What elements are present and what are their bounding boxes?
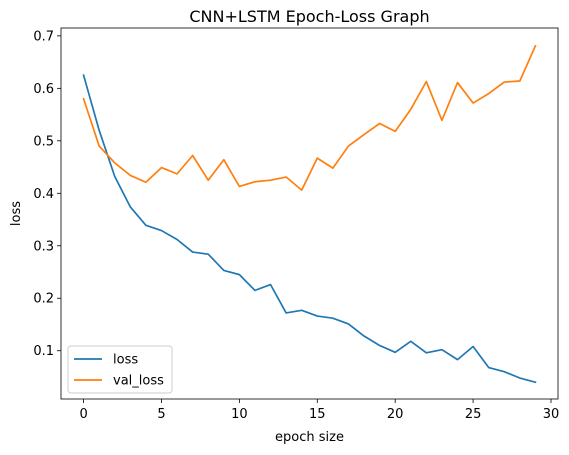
plot-frame <box>60 27 559 400</box>
legend-label: val_loss <box>113 374 164 389</box>
x-tick-label: 0 <box>79 407 87 422</box>
legend-label: loss <box>113 353 138 368</box>
chart-title: CNN+LSTM Epoch-Loss Graph <box>189 7 429 26</box>
y-tick-label: 0.1 <box>33 344 54 359</box>
y-tick-label: 0.6 <box>33 82 54 97</box>
y-tick-label: 0.7 <box>33 29 54 44</box>
legend-box <box>67 345 173 394</box>
y-axis: 0.1 0.2 0.3 0.4 0.5 0.6 0.7 <box>33 29 61 359</box>
y-tick-label: 0.5 <box>33 134 54 149</box>
y-tick-label: 0.4 <box>33 187 54 202</box>
x-tick-label: 25 <box>465 407 482 422</box>
x-tick-label: 10 <box>231 407 248 422</box>
series-line-val-loss <box>82 44 537 191</box>
y-axis-label: loss <box>9 201 24 226</box>
x-tick-label: 15 <box>309 407 326 422</box>
x-axis: 0 5 10 15 20 25 30 <box>79 399 559 422</box>
x-tick-label: 5 <box>157 407 165 422</box>
x-tick-label: 20 <box>387 407 404 422</box>
y-tick-label: 0.2 <box>33 292 54 307</box>
x-axis-label: epoch size <box>275 430 344 445</box>
series-line-loss <box>82 74 537 384</box>
plot-area <box>82 44 537 384</box>
legend: loss val_loss <box>67 345 173 394</box>
y-tick-label: 0.3 <box>33 239 54 254</box>
x-tick-label: 30 <box>543 407 560 422</box>
